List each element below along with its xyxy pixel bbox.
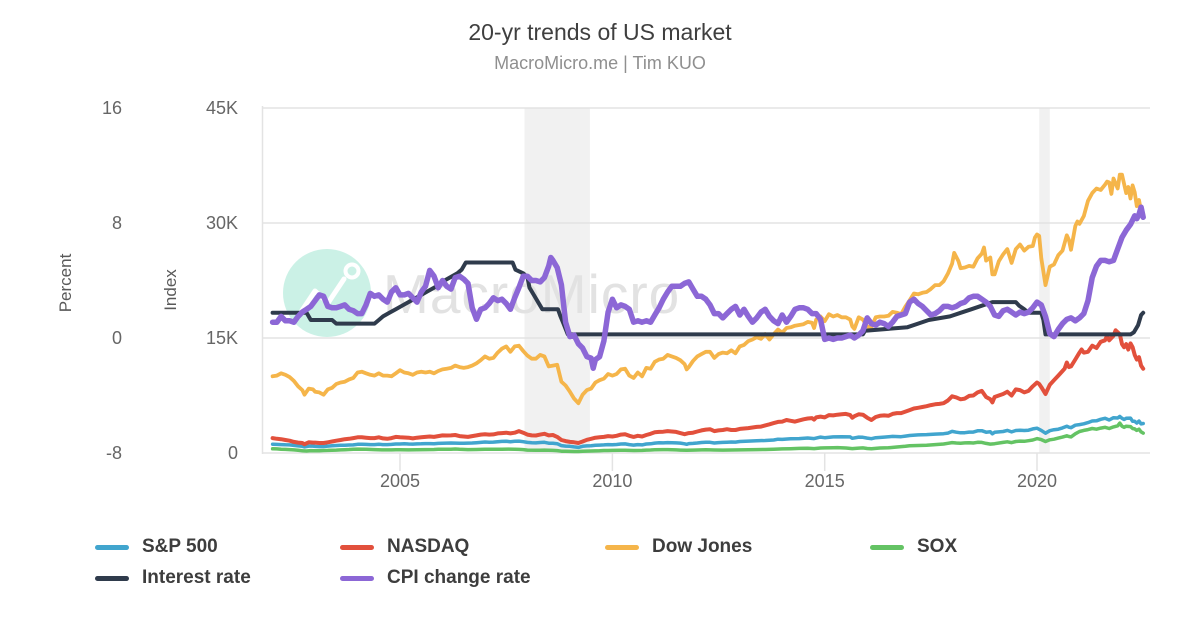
series-line-sp500 <box>270 414 1145 450</box>
legend-swatch <box>95 544 129 550</box>
index-tick-label: 45K <box>205 98 238 118</box>
legend-label: NASDAQ <box>387 536 470 557</box>
legend-item-interest-rate[interactable]: Interest rate <box>95 567 251 589</box>
watermark-logo-dot <box>343 262 361 280</box>
index-tick-label: 15K <box>205 328 238 348</box>
series-line-cpi <box>269 204 1146 371</box>
legend-swatch <box>95 575 129 581</box>
chart-subtitle: MacroMicro.me | Tim KUO <box>494 53 706 73</box>
legend-item-sox[interactable]: SOX <box>870 536 957 558</box>
series-layer <box>269 172 1146 454</box>
legend-label: Dow Jones <box>652 536 753 557</box>
series-line-nasdaq <box>270 328 1146 447</box>
legend-swatch <box>340 544 374 550</box>
legend-label: SOX <box>917 536 958 557</box>
x-tick-label: 2015 <box>804 471 845 491</box>
x-tick-label: 2010 <box>592 471 633 491</box>
percent-tick-label: -8 <box>105 443 122 463</box>
percent-tick-label: 0 <box>111 328 122 348</box>
index-tick-label: 30K <box>205 213 238 233</box>
legend-label: Interest rate <box>142 567 251 588</box>
legend-item-nasdaq[interactable]: NASDAQ <box>340 536 469 558</box>
legend-item-dowjones[interactable]: Dow Jones <box>605 536 752 558</box>
series-line-dowjones <box>270 172 1146 406</box>
legend-swatch <box>870 544 904 550</box>
legend-label: CPI change rate <box>387 567 531 588</box>
legend-swatch <box>340 575 374 581</box>
percent-tick-label: 16 <box>101 98 122 118</box>
series-line-interest-rate <box>270 260 1146 337</box>
legend-swatch <box>605 544 639 550</box>
percent-tick-label: 8 <box>111 213 122 233</box>
series-line-sox <box>270 421 1145 454</box>
x-tick-label: 2020 <box>1017 471 1058 491</box>
chart-title: 20-yr trends of US market <box>468 19 732 45</box>
x-tick-label: 2005 <box>379 471 421 491</box>
index-tick-label: 0 <box>227 443 238 463</box>
legend-label: S&P 500 <box>142 536 218 557</box>
legend-item-sp500[interactable]: S&P 500 <box>95 536 218 558</box>
legend-item-cpi[interactable]: CPI change rate <box>340 567 531 589</box>
watermark-logo-circle <box>283 249 371 337</box>
